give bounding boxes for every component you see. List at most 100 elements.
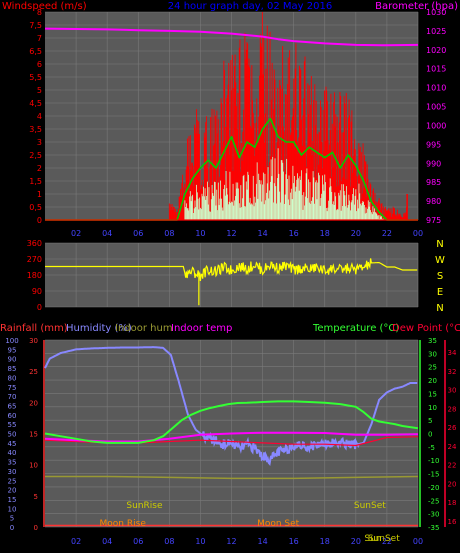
astro-label: SunSet [368, 534, 400, 544]
wind-y-tick: 5,5 [29, 73, 42, 82]
temp-x-tick: 02 [71, 537, 81, 546]
temp-x-tick: 18 [320, 537, 330, 546]
direction-y-tick: 270 [27, 255, 42, 264]
temp-x-tick: 06 [133, 537, 143, 546]
temp-x-tick: 12 [226, 537, 236, 546]
astro-label: Moon Rise [100, 519, 147, 529]
humidity-y-tick: 5 [10, 515, 14, 523]
rain-y-tick: 30 [29, 337, 38, 345]
dewpoint-y-tick: 34 [448, 349, 457, 357]
astro-label: SunSet [354, 501, 386, 511]
wind-y-tick: 3 [37, 138, 42, 147]
humidity-y-tick: 80 [8, 374, 17, 382]
wind-x-tick: 16 [289, 229, 299, 238]
wind-y-tick: 6 [37, 60, 42, 69]
indoor-hum-line [45, 475, 419, 480]
dewpoint-y-tick: 18 [448, 499, 457, 507]
wind-y-tick: 7 [37, 34, 42, 43]
dewpoint-y-tick: 28 [448, 405, 457, 413]
wind-x-tick: 06 [133, 229, 143, 238]
barometer-y-tick: 985 [426, 178, 441, 187]
humidity-y-tick: 45 [8, 440, 17, 448]
humidity-y-tick: 90 [8, 356, 17, 364]
humidity-y-tick: 25 [8, 477, 17, 485]
wind-y-tick: 7,5 [29, 21, 42, 30]
temp-x-tick: 14 [257, 537, 267, 546]
barometer-y-tick: 1005 [426, 103, 446, 112]
temperature-y-tick: 20 [428, 377, 437, 385]
temp-x-tick: 22 [382, 537, 392, 546]
dewpoint-y-tick: 20 [448, 480, 457, 488]
temperature-y-tick: -10 [428, 457, 439, 465]
barometer-y-tick: 980 [426, 197, 441, 206]
humidity-y-tick: 20 [8, 487, 17, 495]
dewpoint-y-tick: 26 [448, 424, 457, 432]
humidity-y-tick: 65 [8, 402, 17, 410]
legend-temperature: Temperature (°C) [312, 323, 399, 334]
temperature-y-tick: -30 [428, 511, 439, 519]
barometer-y-tick: 1000 [426, 121, 446, 130]
barometer-line [44, 27, 419, 47]
wind-x-tick: 22 [382, 229, 392, 238]
barometer-y-tick: 990 [426, 159, 441, 168]
wind-x-tick: 12 [226, 229, 236, 238]
dewpoint-y-tick: 16 [448, 518, 457, 526]
barometer-y-tick: 1025 [426, 27, 446, 36]
humidity-y-tick: 100 [5, 337, 18, 345]
barometer-y-tick: 1015 [426, 65, 446, 74]
temp-x-tick: 20 [351, 537, 361, 546]
chart-title: 24 hour graph day, 02 May 2016 [168, 1, 332, 12]
humidity-line [44, 346, 418, 467]
wind-y-tick: 1 [37, 190, 42, 199]
temperature-y-tick: 15 [428, 390, 437, 398]
temp-x-tick: 00 [413, 537, 423, 546]
wind-direction-line [45, 258, 418, 281]
wind-x-tick: 04 [102, 229, 112, 238]
astro-label: Sun [364, 534, 381, 544]
wind-x-tick: 14 [257, 229, 267, 238]
rain-y-tick: 10 [29, 462, 38, 470]
humidity-y-tick: 50 [8, 431, 17, 439]
wind-x-tick: 08 [164, 229, 174, 238]
indoor-temp-line [44, 431, 419, 443]
humidity-y-tick: 70 [8, 393, 17, 401]
dewpoint-y-tick: 32 [448, 368, 457, 376]
humidity-y-tick: 35 [8, 459, 17, 467]
wind-y-tick: 6,5 [29, 47, 42, 56]
rain-y-tick: 5 [34, 493, 38, 501]
direction-y-tick: 0 [37, 303, 42, 312]
barometer-y-tick: 975 [426, 216, 441, 225]
wind-x-tick: 10 [195, 229, 205, 238]
temperature-y-tick: 10 [428, 404, 437, 412]
wind-y-tick: 4,5 [29, 99, 42, 108]
humidity-y-tick: 30 [8, 468, 17, 476]
direction-y-tick: 90 [32, 287, 42, 296]
wind-y-tick: 8 [37, 8, 42, 17]
temp-x-tick: 08 [164, 537, 174, 546]
temperature-y-tick: -5 [428, 444, 435, 452]
temperature-line [44, 400, 419, 444]
rain-y-tick: 20 [29, 399, 38, 407]
humidity-y-tick: 10 [8, 505, 17, 513]
barometer-y-tick: 1030 [426, 8, 446, 17]
wind-y-tick: 0,5 [29, 203, 42, 212]
temperature-y-tick: 0 [428, 431, 432, 439]
temperature-y-tick: -20 [428, 484, 439, 492]
humidity-y-tick: 75 [8, 384, 17, 392]
rain-y-tick: 0 [34, 524, 38, 532]
astro-label: Moon Set [257, 519, 300, 529]
wind-y-tick: 3,5 [29, 125, 42, 134]
compass-label: N [436, 303, 443, 314]
average-wind-line [45, 117, 418, 221]
compass-label: N [436, 239, 443, 250]
legend-left-item: Humidity (%) [66, 323, 132, 334]
humidity-y-tick: 40 [8, 449, 17, 457]
humidity-y-tick: 60 [8, 412, 17, 420]
wind-x-tick: 18 [320, 229, 330, 238]
compass-label: W [435, 255, 445, 266]
barometer-y-tick: 995 [426, 140, 441, 149]
temperature-y-tick: 25 [428, 364, 437, 372]
temp-x-tick: 10 [195, 537, 205, 546]
